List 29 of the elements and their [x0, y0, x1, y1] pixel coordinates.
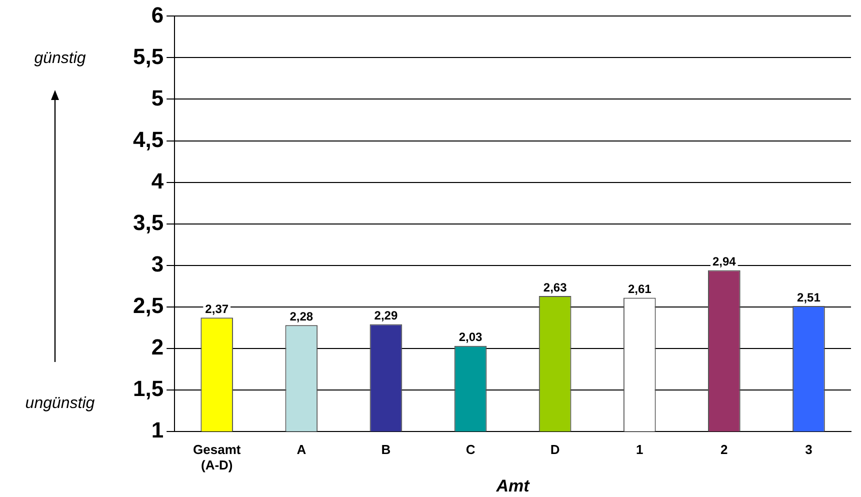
- data-label: 2,29: [374, 308, 398, 323]
- y-tick-label: 1,5: [132, 376, 164, 401]
- data-label: 2,28: [290, 309, 314, 324]
- x-tick-label: Gesamt (A-D): [193, 442, 242, 472]
- x-tick-label: D: [550, 442, 560, 457]
- data-label: 2,94: [712, 254, 736, 269]
- y-tick-label: 4,5: [132, 126, 164, 152]
- y-tick-label: 3: [151, 251, 164, 276]
- data-label: 2,03: [458, 330, 483, 344]
- x-tick-label: 2: [720, 442, 728, 457]
- x-tick-label: A: [296, 442, 307, 457]
- y-tick-label: 2: [151, 334, 164, 360]
- data-label: 2,37: [205, 302, 229, 316]
- y-tick-label: 3,5: [132, 210, 164, 235]
- y-tick-label: 6: [151, 2, 164, 28]
- x-tick-label: C: [466, 442, 476, 457]
- x-tick-label: B: [381, 442, 391, 457]
- data-label: 2,51: [797, 290, 821, 304]
- data-label: 2,63: [543, 280, 568, 294]
- x-tick-label: 1: [636, 442, 644, 457]
- y-tick-label: 5,5: [132, 44, 164, 69]
- y-tick-label: 2,5: [132, 292, 164, 318]
- x-axis-title: Amt: [495, 476, 531, 496]
- text: günstig: [33, 50, 87, 68]
- x-tick-label: 3: [805, 442, 812, 457]
- y-tick-label: 4: [151, 168, 164, 194]
- data-label: 2,61: [628, 282, 652, 296]
- text: ungünstig: [24, 395, 96, 413]
- y-tick-label: 5: [151, 85, 164, 110]
